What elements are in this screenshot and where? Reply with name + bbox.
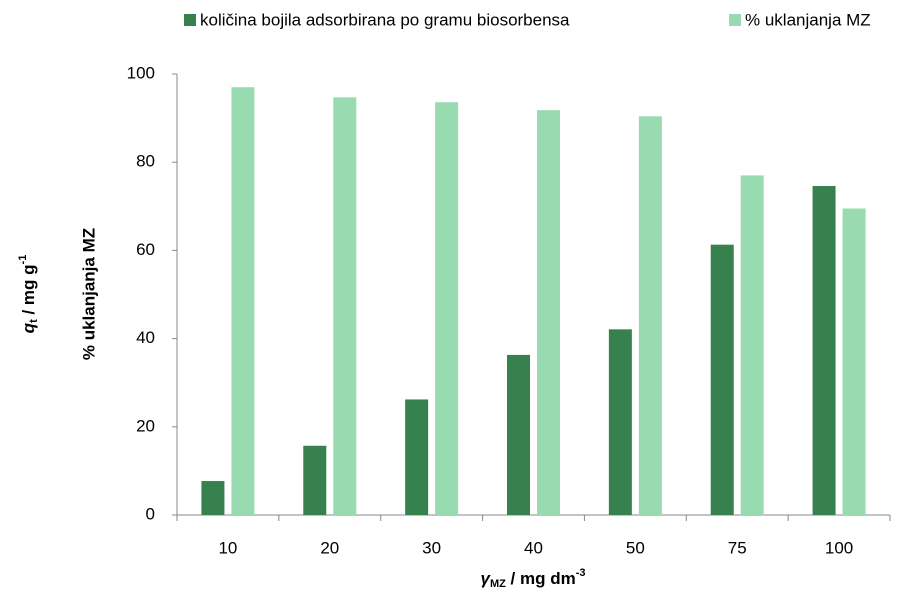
- y-label-sub: t: [28, 319, 40, 323]
- bar: [201, 481, 225, 515]
- legend-label: % uklanjanja MZ: [745, 10, 871, 29]
- bar: [842, 208, 866, 515]
- x-label-sub: MZ: [490, 578, 506, 590]
- bar: [231, 87, 255, 515]
- y-axis-label-2: % uklanjanja MZ: [79, 228, 98, 360]
- legend-swatch: [729, 14, 741, 26]
- bar: [507, 354, 530, 515]
- y-tick-label: 60: [136, 240, 155, 259]
- legend-swatch: [184, 14, 196, 26]
- x-tick-label: 20: [320, 538, 339, 557]
- bar: [405, 399, 429, 515]
- bar: [812, 186, 836, 515]
- bar: [608, 329, 632, 515]
- x-tick-label: 30: [422, 538, 441, 557]
- x-tick-label: 50: [626, 538, 645, 557]
- x-tick-label: 75: [728, 538, 747, 557]
- y-tick-label: 0: [146, 504, 155, 523]
- y-label-sup: -1: [17, 255, 29, 265]
- y-tick-label: 20: [136, 416, 155, 435]
- x-label-symbol: γ: [480, 569, 491, 588]
- bar: [303, 445, 327, 515]
- bar: [740, 175, 764, 515]
- x-label-sup: -3: [576, 567, 586, 579]
- y-label-symbol: q: [19, 322, 38, 333]
- bar: [333, 97, 357, 516]
- x-tick-label: 100: [825, 538, 853, 557]
- x-tick-label: 40: [524, 538, 543, 557]
- x-axis-label: γMZ / mg dm-3: [480, 567, 585, 590]
- y-tick-label: 100: [127, 63, 155, 82]
- bar: [710, 244, 734, 516]
- x-tick-label: 10: [218, 538, 237, 557]
- y-tick-label: 40: [136, 328, 155, 347]
- legend-label: količina bojila adsorbirana po gramu bio…: [200, 10, 570, 29]
- bar: [537, 110, 560, 516]
- y-axis-label: qt / mg g-1: [17, 255, 40, 334]
- y-label-unit: / mg g: [19, 264, 38, 319]
- bar: [638, 116, 662, 515]
- y-tick-label: 80: [136, 152, 155, 171]
- x-label-unit: / mg dm: [506, 569, 576, 588]
- bar: [435, 102, 459, 515]
